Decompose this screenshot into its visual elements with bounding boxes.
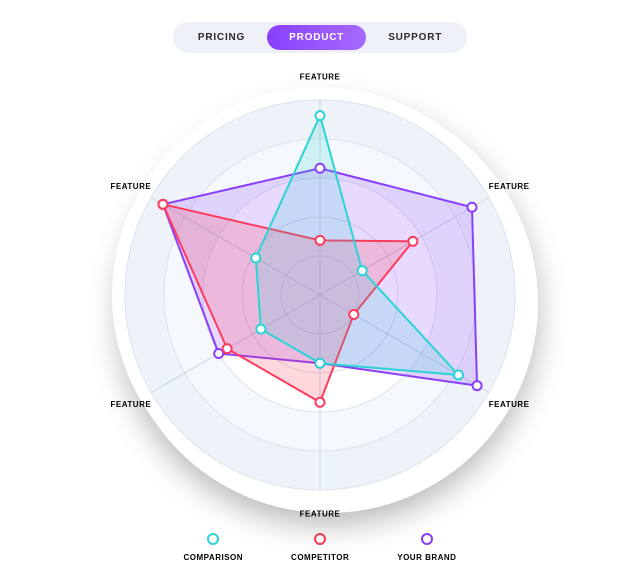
legend-label-competitor: COMPETITOR bbox=[291, 553, 349, 562]
svg-text:FEATURE: FEATURE bbox=[489, 400, 530, 409]
svg-text:FEATURE: FEATURE bbox=[300, 509, 341, 518]
legend-item-yourbrand: YOUR BRAND bbox=[397, 533, 456, 562]
legend-item-competitor: COMPETITOR bbox=[291, 533, 349, 562]
tab-switcher: PRICING PRODUCT SUPPORT bbox=[173, 22, 467, 53]
svg-text:FEATURE: FEATURE bbox=[111, 182, 152, 191]
chart-container: PRICING PRODUCT SUPPORT FEATUREFEATUREFE… bbox=[0, 0, 640, 587]
svg-text:FEATURE: FEATURE bbox=[111, 400, 152, 409]
legend-marker-comparison bbox=[207, 533, 219, 545]
svg-text:FEATURE: FEATURE bbox=[300, 73, 341, 82]
legend-marker-competitor bbox=[314, 533, 326, 545]
tab-support[interactable]: SUPPORT bbox=[366, 25, 464, 50]
legend: COMPARISON COMPETITOR YOUR BRAND bbox=[184, 533, 457, 562]
legend-label-yourbrand: YOUR BRAND bbox=[397, 553, 456, 562]
legend-item-comparison: COMPARISON bbox=[184, 533, 244, 562]
radar-chart: FEATURE FEATURE FEATURE FEATURE FEATURE FEATU… bbox=[90, 65, 550, 525]
legend-marker-yourbrand bbox=[421, 533, 433, 545]
legend-label-comparison: COMPARISON bbox=[184, 553, 244, 562]
tab-product[interactable]: PRODUCT bbox=[267, 25, 366, 50]
radar-svg: FEATURE FEATURE FEATURE FEATURE FEATURE FEATU… bbox=[90, 65, 550, 525]
tab-pricing[interactable]: PRICING bbox=[176, 25, 267, 50]
svg-text:FEATURE: FEATURE bbox=[489, 182, 530, 191]
